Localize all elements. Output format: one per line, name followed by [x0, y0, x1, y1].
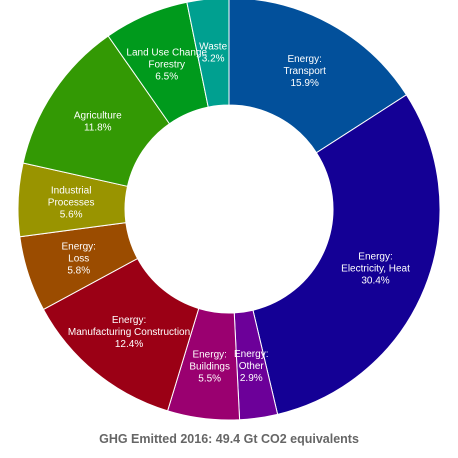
slice-label: Waste 3.2%: [199, 41, 227, 64]
chart-title: GHG Emitted 2016: 49.4 Gt CO2 equivalent…: [99, 432, 359, 446]
donut-slice: [253, 95, 440, 415]
